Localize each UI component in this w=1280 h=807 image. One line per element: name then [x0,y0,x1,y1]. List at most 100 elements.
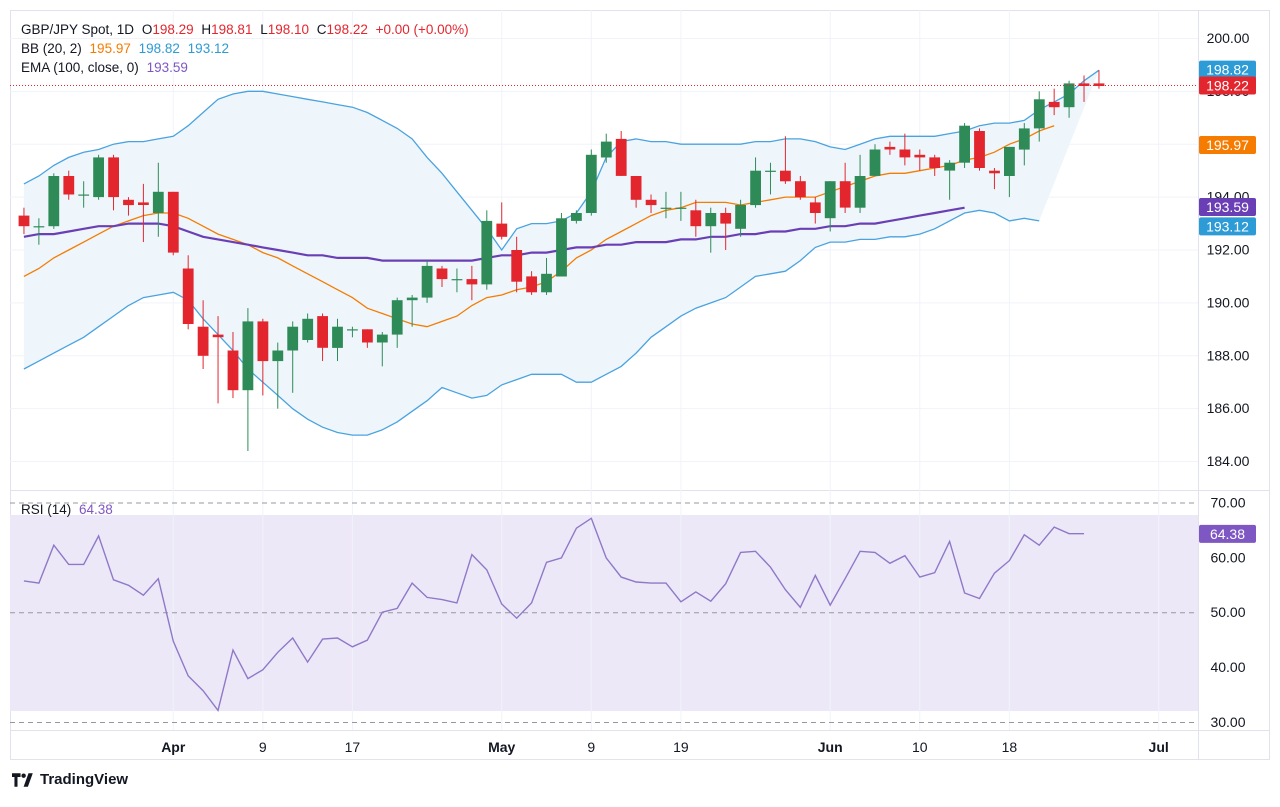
ema-label[interactable]: EMA (100, close, 0) [21,60,139,75]
candle-body [436,268,448,280]
candle-body [869,149,881,176]
close-label: C [316,22,327,37]
candle [212,316,224,404]
candle [526,271,537,295]
candle-body [1078,83,1090,86]
candle [959,123,970,169]
bb-basis-badge-bg [1199,136,1256,155]
candle-body [780,170,791,182]
last-price-badge-bg [1199,76,1256,95]
rsi-badge-bg [1199,524,1256,543]
symbol-label[interactable]: GBP/JPY Spot, 1D [21,22,135,37]
rsi-axis[interactable]: 30.00 40.00 50.00 60.00 70.00 [1210,494,1245,730]
candle-body [630,176,642,200]
time-tick-label: 9 [587,739,595,755]
candle [571,210,582,224]
candle [63,170,75,200]
bb-lower-badge-bg [1199,217,1256,236]
rsi-tick-label: 70.00 [1210,494,1245,510]
price-axis[interactable]: 184.00186.00188.00190.00192.00194.00196.… [1207,30,1250,469]
candle [1048,88,1060,116]
candle [929,154,941,176]
candle [332,318,343,362]
close-value: 198.22 [326,22,368,37]
candle [421,260,433,303]
candle-body [287,326,299,351]
candle [1018,123,1030,166]
bb-label[interactable]: BB (20, 2) [21,41,82,56]
time-tick-label: Jul [1149,739,1169,755]
candle [167,191,179,256]
candle-body [675,207,687,209]
candle-body [929,157,941,168]
ema-100-line [23,206,965,262]
bb-upper-badge-text: 198.82 [1206,62,1249,78]
tradingview-logo-icon [12,772,33,787]
candle-body [1048,101,1060,108]
time-axis[interactable]: Apr 9 17 May 9 19 Jun 10 18 Jul [161,739,1169,755]
candle-body [212,334,224,338]
candle-body [123,199,134,206]
candle-body [362,329,373,343]
candle [735,199,746,237]
ema-badge-bg [1199,197,1256,216]
candle [197,300,209,369]
candle [78,181,90,208]
candle [869,144,881,176]
candle [317,313,328,362]
rsi-tick-label: 30.00 [1210,714,1245,730]
bb-legend: BB (20, 2) 195.97 198.82 193.12 [21,41,233,57]
candle [989,168,1000,190]
candle [645,194,657,213]
tradingview-brand[interactable]: TradingView [12,771,128,788]
last-price-badge: 198.22 [1199,76,1256,95]
candle [108,154,119,211]
candle [884,141,896,155]
candle [585,149,597,216]
candle [660,191,672,219]
ema-line [23,206,965,262]
candle-body [884,146,896,150]
candle-body [809,202,821,213]
last-price-badge-text: 198.22 [1206,78,1249,94]
rsi-tick-label: 50.00 [1210,604,1245,620]
time-tick-label: 17 [345,739,361,755]
candle-body [571,213,582,221]
candle [481,210,493,290]
candle [839,162,851,213]
candle [466,265,478,301]
candle [974,128,985,171]
candle [795,175,806,200]
candle-body [78,194,90,196]
candle-body [541,273,552,293]
high-label: H [201,22,212,37]
change-value: +0.00 (+0.00%) [375,22,469,37]
time-tick-label: 10 [912,739,928,755]
price-tick-label: 188.00 [1207,347,1250,363]
rsi-label[interactable]: RSI (14) [21,502,72,517]
candle [257,318,269,396]
candle [944,160,956,200]
price-tick-label: 186.00 [1207,400,1250,416]
ema-legend: EMA (100, close, 0) 193.59 [21,60,192,76]
candle [496,202,508,240]
candle [556,212,567,277]
price-tick-label: 190.00 [1207,294,1250,310]
bb-basis-line [23,125,1055,328]
candle-body [18,215,30,227]
candle [272,342,284,409]
candle-body [511,250,523,282]
open-label: O [141,22,153,37]
candle-body [332,326,343,348]
candle-body [914,154,926,158]
candle [690,199,702,237]
rsi-line [23,517,1084,712]
bb-basis-badge: 195.97 [1199,136,1256,155]
candle-body [167,191,179,253]
candle-body [750,170,761,206]
candle [18,207,30,235]
candle-body [824,181,836,219]
brand-name: TradingView [40,771,129,788]
